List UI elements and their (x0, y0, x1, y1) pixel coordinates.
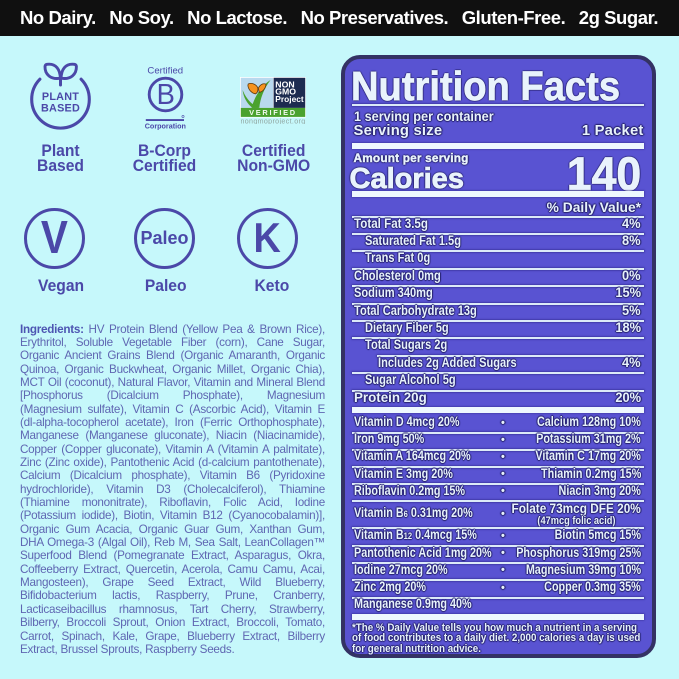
svg-text:NON: NON (275, 79, 294, 89)
svg-text:Project: Project (275, 94, 304, 104)
svg-text:B: B (157, 78, 175, 110)
svg-text:BASED: BASED (41, 102, 80, 114)
svg-text:Certified: Certified (147, 65, 183, 76)
svg-text:Corporation: Corporation (145, 122, 186, 131)
svg-text:VERIFIED: VERIFIED (249, 108, 297, 117)
svg-text:nongmoproject.org: nongmoproject.org (240, 117, 305, 124)
svg-text:GMO: GMO (275, 87, 296, 97)
svg-text:PLANT: PLANT (42, 91, 79, 103)
